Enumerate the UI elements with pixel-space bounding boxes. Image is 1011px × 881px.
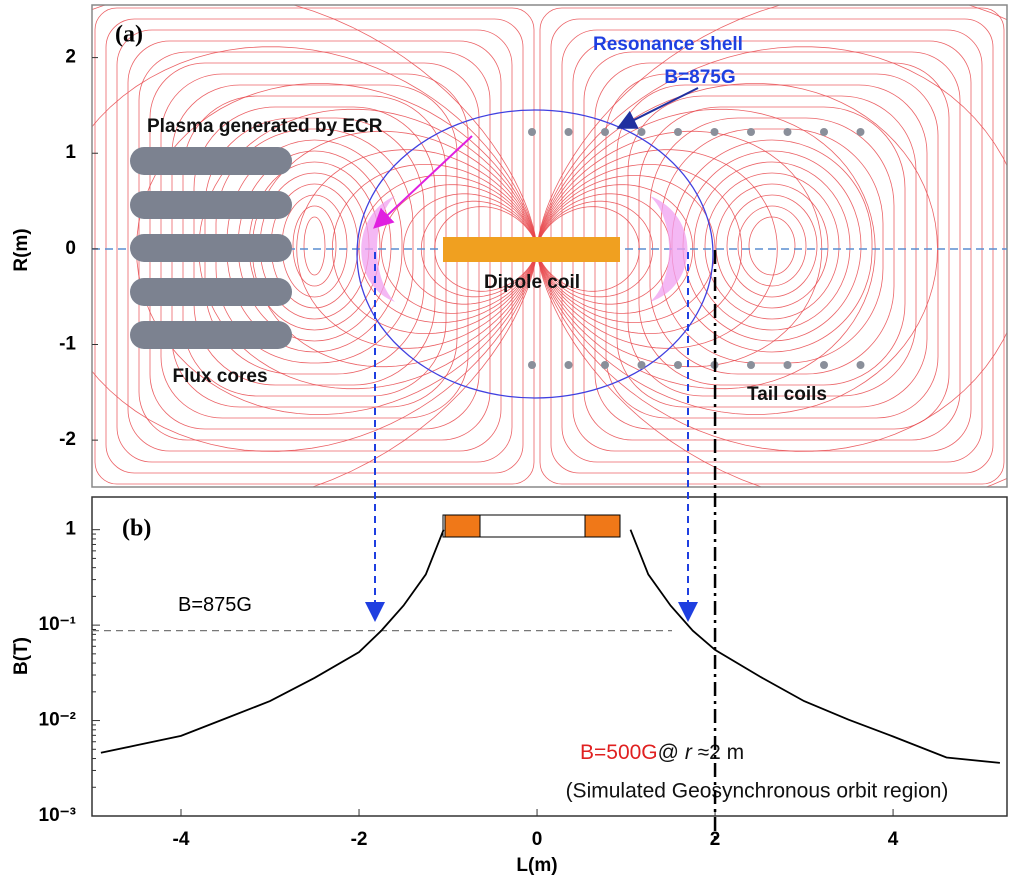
annotation-part: @ [658, 741, 685, 764]
field-line [672, 140, 872, 352]
y-tick-label: 10⁻² [39, 710, 77, 731]
tail-coil [638, 361, 646, 369]
flux-core [130, 147, 292, 175]
y-tick-label: 2 [65, 47, 76, 68]
field-line [617, 85, 927, 407]
tail-coil [674, 361, 682, 369]
tail-coil [857, 128, 865, 136]
y-tick-label: -1 [59, 334, 76, 355]
reference-label: B=875G [178, 594, 252, 616]
x-tick-label: 4 [888, 829, 899, 850]
y-axis-label: B(T) [11, 637, 32, 675]
tail-coil [528, 128, 536, 136]
line [101, 530, 1000, 763]
x-tick-label: -4 [173, 829, 190, 850]
flux-core [130, 278, 292, 306]
annotation-part: B=500G [580, 741, 658, 764]
tail-coil [601, 128, 609, 136]
panel-b-frame [92, 497, 1007, 816]
tail-coil [784, 128, 792, 136]
coil-winding [445, 515, 480, 537]
flux-core [130, 234, 292, 262]
annotation: B=500G@ r ≈2 m [580, 741, 744, 764]
field-line [304, 217, 325, 275]
field-line [606, 74, 938, 418]
coil-winding [585, 515, 620, 537]
tail-coil [638, 128, 646, 136]
annotation: Dipole coil [484, 272, 580, 293]
panel-label: (a) [115, 22, 143, 48]
tail-coil [674, 128, 682, 136]
x-tick-label: 0 [532, 829, 543, 850]
dipole-coil [443, 237, 620, 262]
y-axis-label: R(m) [11, 228, 32, 271]
tail-coil [747, 361, 755, 369]
y-tick-label: 10⁻³ [39, 805, 77, 826]
field-line [749, 217, 795, 275]
y-tick-label: 10⁻¹ [39, 614, 77, 635]
tail-coil [601, 361, 609, 369]
y-tick-label: 1 [65, 142, 76, 163]
flux-core [130, 321, 292, 349]
panel-label: (b) [122, 516, 151, 542]
field-line [683, 151, 861, 341]
tail-coil [528, 361, 536, 369]
y-tick-label: 1 [65, 519, 76, 540]
arrow [620, 88, 698, 127]
tail-coil [565, 128, 573, 136]
tail-coil [747, 128, 755, 136]
x-tick-label: 2 [710, 829, 721, 850]
field-line [293, 206, 336, 286]
x-axis-label: L(m) [516, 855, 557, 876]
annotation: Flux cores [172, 366, 267, 387]
field-line [584, 52, 960, 440]
tail-coil [565, 361, 573, 369]
y-tick-label: -2 [59, 429, 76, 450]
tail-coil [784, 361, 792, 369]
field-line [694, 162, 850, 330]
figure: (a) Resonance shell B=875G Plasma genera… [0, 0, 1011, 881]
tail-coil [857, 361, 865, 369]
flux-core [130, 191, 292, 219]
x-tick-label: -2 [351, 829, 368, 850]
tail-coil [711, 128, 719, 136]
tail-coil [820, 361, 828, 369]
annotation-part: ≈2 m [692, 741, 744, 764]
annotation: Resonance shell [593, 34, 743, 55]
annotation: (Simulated Geosynchronous orbit region) [566, 780, 949, 803]
tail-coil [820, 128, 828, 136]
annotation: Plasma generated by ECR [147, 116, 383, 137]
annotation: B=875G [664, 67, 735, 88]
annotation: Tail coils [747, 384, 827, 405]
field-line [727, 195, 817, 297]
y-tick-label: 0 [65, 238, 76, 259]
